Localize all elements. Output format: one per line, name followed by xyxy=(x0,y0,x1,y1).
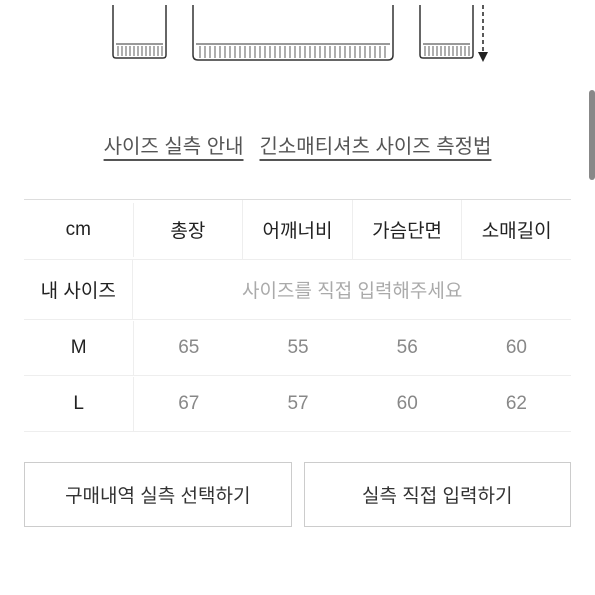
header-length: 총장 xyxy=(134,200,244,259)
header-unit: cm xyxy=(24,203,134,257)
size-value: 60 xyxy=(353,377,462,431)
size-label-m: M xyxy=(24,321,134,375)
guide-links: 사이즈 실측 안내 긴소매티셔츠 사이즈 측정법 xyxy=(0,130,595,159)
size-value: 55 xyxy=(243,321,352,375)
table-row: L 67 57 60 62 xyxy=(24,376,571,432)
my-size-row[interactable]: 내 사이즈 사이즈를 직접 입력해주세요 xyxy=(24,260,571,320)
size-table: cm 총장 어깨너비 가슴단면 소매길이 내 사이즈 사이즈를 직접 입력해주세… xyxy=(24,199,571,432)
scrollbar-icon[interactable] xyxy=(589,90,595,180)
header-sleeve: 소매길이 xyxy=(462,200,571,259)
size-value: 67 xyxy=(134,377,243,431)
input-direct-button[interactable]: 실측 직접 입력하기 xyxy=(304,462,572,527)
header-chest: 가슴단면 xyxy=(353,200,463,259)
size-value: 65 xyxy=(134,321,243,375)
my-size-placeholder: 사이즈를 직접 입력해주세요 xyxy=(133,260,571,319)
measurement-guide-link[interactable]: 긴소매티셔츠 사이즈 측정법 xyxy=(260,130,492,159)
shirt-outline-icon xyxy=(108,0,488,80)
size-label-l: L xyxy=(24,377,134,431)
size-guide-link[interactable]: 사이즈 실측 안내 xyxy=(104,130,244,159)
size-value: 57 xyxy=(243,377,352,431)
size-value: 60 xyxy=(462,321,571,375)
garment-diagram xyxy=(0,0,595,100)
my-size-label: 내 사이즈 xyxy=(24,260,133,319)
table-row: M 65 55 56 60 xyxy=(24,320,571,376)
size-value: 56 xyxy=(353,321,462,375)
action-buttons: 구매내역 실측 선택하기 실측 직접 입력하기 xyxy=(24,462,571,527)
table-header-row: cm 총장 어깨너비 가슴단면 소매길이 xyxy=(24,200,571,260)
size-value: 62 xyxy=(462,377,571,431)
header-shoulder: 어깨너비 xyxy=(243,200,353,259)
select-purchase-button[interactable]: 구매내역 실측 선택하기 xyxy=(24,462,292,527)
